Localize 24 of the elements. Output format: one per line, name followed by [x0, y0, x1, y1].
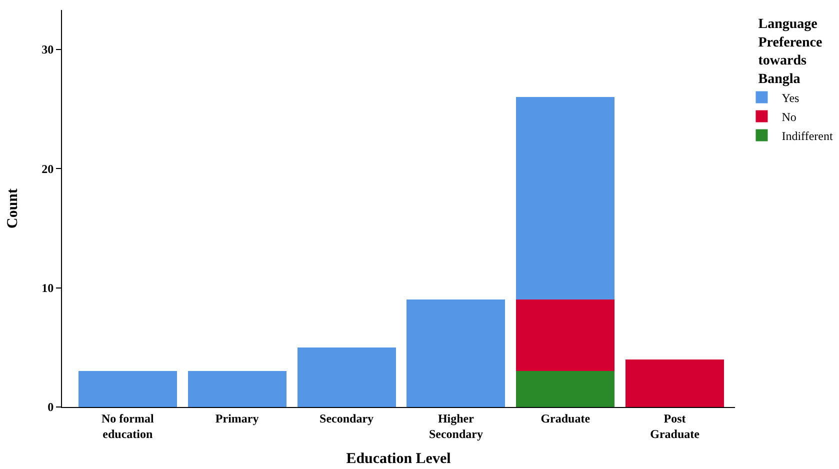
- bar: [516, 371, 615, 407]
- x-tick-label: Graduate: [540, 411, 591, 426]
- x-tick-label: Higher Secondary: [428, 411, 483, 441]
- y-axis-title: Count: [4, 188, 21, 229]
- legend-title: Language Preference towards Bangla: [758, 17, 822, 87]
- x-tick-label: No formal education: [101, 411, 154, 441]
- legend-label: No: [782, 110, 796, 124]
- x-tick-label: Primary: [215, 411, 259, 426]
- legend-label: Yes: [782, 90, 800, 105]
- bar: [516, 300, 615, 372]
- y-tick-label: 30: [42, 42, 54, 57]
- y-tick-label: 10: [42, 280, 54, 295]
- bar: [516, 97, 615, 300]
- x-tick-label: Secondary: [320, 411, 374, 426]
- x-axis-title: Education Level: [346, 451, 451, 467]
- bar: [188, 371, 286, 407]
- y-tick-label: 0: [48, 400, 54, 414]
- bar: [626, 359, 724, 407]
- bar: [297, 347, 396, 407]
- legend-label: Indifferent: [782, 128, 834, 143]
- bar: [406, 300, 506, 407]
- x-tick-label: Post Graduate: [650, 411, 700, 441]
- y-tick-label: 20: [42, 162, 54, 176]
- bar: [78, 371, 177, 407]
